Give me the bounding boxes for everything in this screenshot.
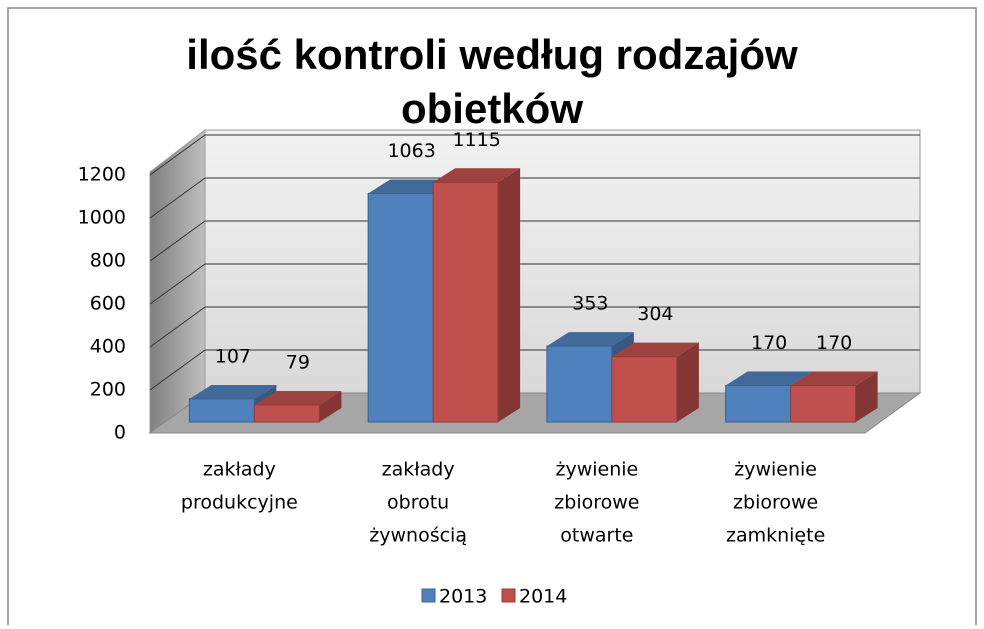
grid-line <box>149 220 206 262</box>
grid-line <box>149 134 206 176</box>
data-label: 79 <box>286 352 310 374</box>
y-tick-label: 800 <box>90 250 126 272</box>
y-tick-label: 600 <box>90 293 126 315</box>
x-tick-label: żywienie <box>734 459 817 481</box>
bar-front <box>432 181 499 423</box>
bar-front <box>546 345 613 423</box>
x-tick-label: zbiorowe <box>733 492 818 514</box>
grid-line <box>149 349 206 391</box>
x-tick-label: żywnością <box>369 525 467 547</box>
bar-top <box>611 342 699 357</box>
x-tick-label: zamknięte <box>726 525 825 547</box>
x-tick-label: otwarte <box>560 525 633 547</box>
bar-top <box>725 371 813 386</box>
data-label: 170 <box>816 332 852 354</box>
bar <box>790 371 878 423</box>
chart-title: ilość kontroli według rodzajów obietków <box>186 31 798 132</box>
x-tick-label: zakłady <box>203 459 276 481</box>
bar <box>253 391 342 423</box>
bar-front <box>188 398 255 423</box>
bar-front <box>611 356 678 423</box>
bar-front <box>367 192 434 423</box>
data-label: 107 <box>215 345 251 367</box>
bar <box>611 342 699 423</box>
x-tick-label: zbiorowe <box>554 492 639 514</box>
x-tick-label: zakłady <box>382 459 455 481</box>
side-wall <box>149 128 206 434</box>
bar-side <box>498 168 521 422</box>
grid-line <box>149 263 206 305</box>
x-tick-label: żywienie <box>556 459 639 481</box>
bar-top <box>433 168 521 183</box>
bar-side <box>855 371 878 422</box>
data-label: 353 <box>572 293 608 315</box>
data-label: 1063 <box>387 140 435 162</box>
data-label: 1115 <box>452 129 500 151</box>
bar-side <box>319 391 342 422</box>
data-label: 170 <box>751 332 787 354</box>
bar-side <box>676 342 699 422</box>
y-tick-label: 1000 <box>78 207 126 229</box>
bar-top <box>546 332 634 347</box>
bar-front <box>725 384 792 423</box>
bar <box>432 168 521 423</box>
plot: 0 200 400 600 800 1000 1200 zakłady produkcyjne 1… <box>78 129 920 608</box>
frame <box>7 7 977 629</box>
bar-top <box>254 391 342 406</box>
y-tick-label: 200 <box>90 379 126 401</box>
bar <box>188 384 277 423</box>
bar-top <box>189 384 277 399</box>
grid-line <box>149 306 206 348</box>
data-label: 304 <box>637 303 673 325</box>
bar-front <box>790 384 857 423</box>
y-tick-label: 1200 <box>78 164 126 186</box>
legend-label: 2014 <box>519 586 567 608</box>
grid-line <box>149 177 206 219</box>
legend-label: 2013 <box>439 586 487 608</box>
x-tick-label: produkcyjne <box>181 492 298 514</box>
legend-swatch <box>421 588 436 603</box>
bar-front <box>253 404 320 423</box>
bar-top <box>790 371 878 386</box>
y-tick-label: 400 <box>90 336 126 358</box>
legend-swatch <box>501 588 516 603</box>
y-tick-label: 0 <box>114 422 126 444</box>
x-tick-label: obrotu <box>387 492 449 514</box>
